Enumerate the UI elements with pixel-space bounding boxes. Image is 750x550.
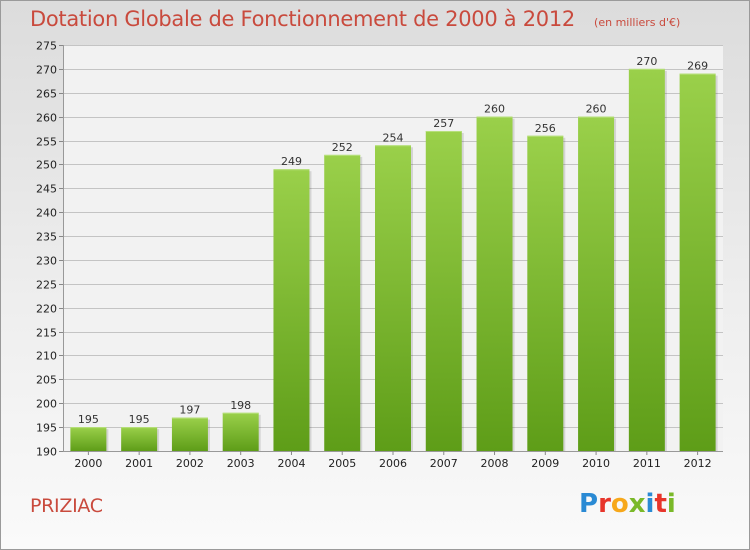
logo-letter: t (654, 489, 667, 519)
y-tick-label: 195 (36, 422, 57, 435)
y-tick-label: 270 (36, 64, 57, 77)
x-tick-label: 2003 (227, 457, 255, 470)
data-label: 260 (586, 103, 607, 116)
chart-subtitle: (en milliers d'€) (594, 16, 681, 29)
y-tick-label: 265 (36, 88, 57, 101)
data-label: 254 (383, 131, 404, 144)
data-label: 198 (230, 399, 251, 412)
y-tick-label: 275 (36, 40, 57, 53)
x-tick-label: 2000 (74, 457, 102, 470)
x-tick-label: 2002 (176, 457, 204, 470)
y-tick-label: 240 (36, 207, 57, 220)
bar-2001[interactable] (121, 427, 158, 451)
proxiti-logo[interactable]: Proxiti (579, 489, 676, 519)
y-tick-label: 230 (36, 255, 57, 268)
data-label: 197 (179, 404, 200, 417)
x-tick-label: 2011 (633, 457, 661, 470)
x-tick-label: 2012 (684, 457, 712, 470)
y-tick-label: 250 (36, 159, 57, 172)
x-tick-label: 2007 (430, 457, 458, 470)
y-tick-label: 260 (36, 112, 57, 125)
bar-2007[interactable] (425, 130, 462, 451)
bar-2002[interactable] (171, 417, 208, 451)
logo-letter: o (610, 489, 629, 519)
y-tick-label: 225 (36, 279, 57, 292)
logo-letter: r (598, 489, 611, 519)
data-label: 257 (433, 117, 454, 130)
data-label: 256 (535, 122, 556, 135)
bar-2009[interactable] (527, 135, 564, 452)
bar-2008[interactable] (476, 116, 513, 451)
bar-2010[interactable] (578, 116, 615, 451)
y-tick-label: 190 (36, 446, 57, 459)
y-tick-label: 255 (36, 136, 57, 149)
x-tick-label: 2010 (582, 457, 610, 470)
logo-letter: P (579, 489, 599, 519)
y-tick-label: 245 (36, 183, 57, 196)
title-row: Dotation Globale de Fonctionnement de 20… (30, 7, 680, 31)
data-label: 195 (129, 413, 150, 426)
bar-2003[interactable] (222, 412, 259, 451)
x-tick-label: 2009 (531, 457, 559, 470)
data-label: 249 (281, 155, 302, 168)
data-label: 252 (332, 141, 353, 154)
x-tick-label: 2001 (125, 457, 153, 470)
x-tick-label: 2004 (277, 457, 305, 470)
data-label: 270 (636, 55, 657, 68)
y-tick-label: 200 (36, 398, 57, 411)
y-tick-label: 215 (36, 327, 57, 340)
logo-letter: i (645, 489, 655, 519)
bar-2011[interactable] (628, 68, 665, 451)
bar-2006[interactable] (375, 145, 411, 451)
x-tick-label: 2005 (328, 457, 356, 470)
y-tick-label: 210 (36, 350, 57, 363)
logo-letter: i (666, 489, 676, 519)
y-tick-label: 220 (36, 303, 57, 316)
bar-2004[interactable] (273, 169, 310, 451)
bar-2005[interactable] (324, 154, 361, 451)
bar-2000[interactable] (70, 427, 107, 451)
data-label: 269 (687, 60, 708, 73)
bar-2012[interactable] (679, 73, 716, 452)
logo-letter: x (628, 489, 646, 519)
data-label: 195 (78, 413, 99, 426)
y-tick-label: 235 (36, 231, 57, 244)
data-label: 260 (484, 103, 505, 116)
y-tick-label: 205 (36, 374, 57, 387)
x-tick-label: 2006 (379, 457, 407, 470)
place-name: PRIZIAC (30, 495, 103, 517)
x-tick-label: 2008 (481, 457, 509, 470)
chart-title: Dotation Globale de Fonctionnement de 20… (30, 7, 575, 31)
